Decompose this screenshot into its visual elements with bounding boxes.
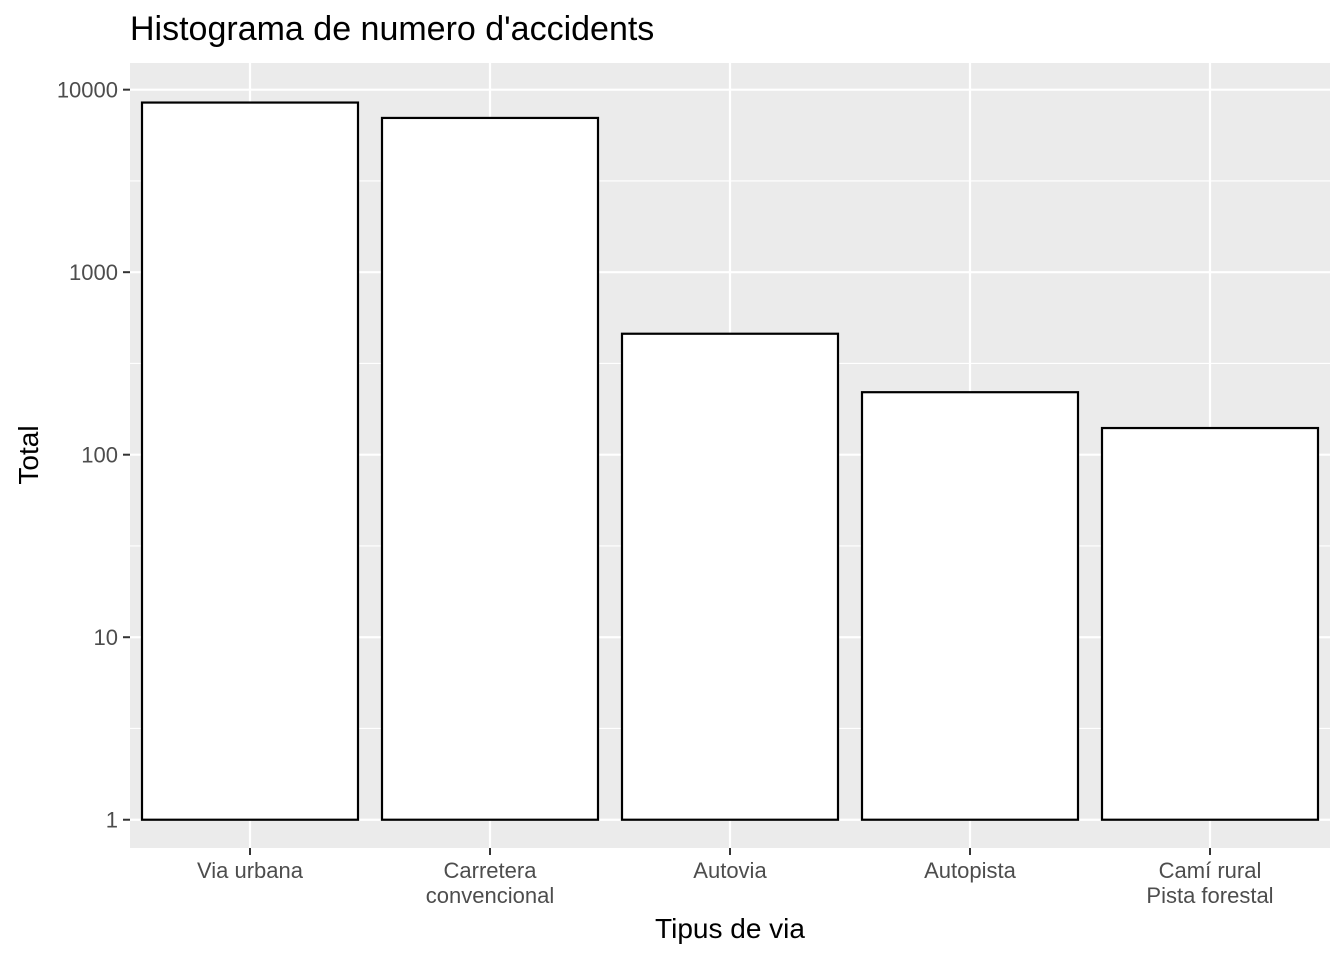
y-axis: 1 10 100 1000 10000	[57, 78, 130, 833]
bar	[860, 391, 1080, 821]
x-tick-label: Autovia	[693, 858, 767, 883]
y-tick-label: 1	[106, 808, 118, 833]
x-tick-label: Autopista	[924, 858, 1016, 883]
x-axis-title: Tipus de via	[655, 913, 805, 944]
x-tick-label: Camí rural Pista forestal	[1146, 858, 1273, 908]
x-axis: Via urbana Carretera convencional Autovia Au…	[197, 848, 1274, 908]
y-axis-title: Total	[13, 425, 44, 484]
y-tick-label: 1000	[69, 260, 118, 285]
bar	[140, 101, 360, 821]
x-tick-label: Carretera convencional	[426, 858, 554, 908]
bar	[620, 332, 840, 821]
bar	[1100, 426, 1320, 821]
y-tick-label: 10	[94, 625, 118, 650]
x-tick-label: Via urbana	[197, 858, 304, 883]
bar	[380, 116, 600, 821]
y-tick-label: 100	[81, 443, 118, 468]
bars	[140, 101, 1320, 821]
chart-title: Histograma de numero d'accidents	[130, 10, 654, 48]
y-tick-label: 10000	[57, 78, 118, 103]
